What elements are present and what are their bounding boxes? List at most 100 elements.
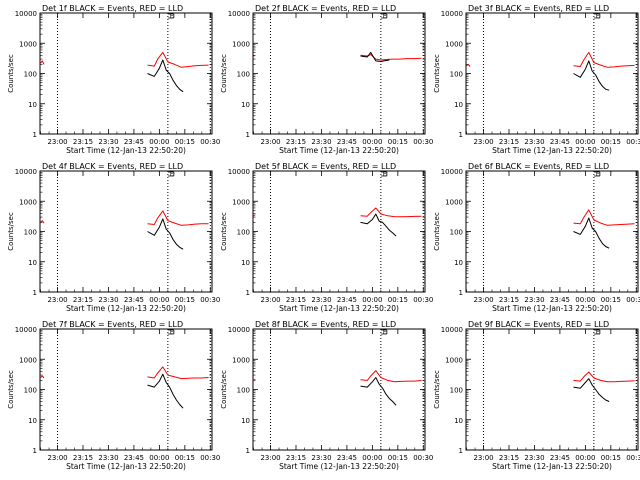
y-axis-label: Counts/sec [433, 54, 441, 93]
events-series-line [360, 377, 397, 406]
lld-series-line [147, 51, 209, 68]
marker-bracket [167, 13, 175, 19]
marker-bracket [167, 171, 175, 177]
x-tick-label: 00:30 [413, 296, 433, 304]
y-tick-label: 1000 [19, 40, 37, 48]
y-tick-label: 1 [33, 447, 37, 455]
y-tick-label: 10000 [15, 326, 37, 334]
y-axis-label: Counts/sec [220, 370, 228, 409]
x-tick-label: 23:45 [124, 454, 144, 462]
plot-frame [252, 328, 426, 451]
x-tick-label: 23:00 [47, 454, 67, 462]
lld-series-line [466, 63, 471, 67]
events-series-line [147, 218, 184, 250]
x-tick-label: 00:00 [575, 296, 595, 304]
marker-bracket [167, 329, 175, 335]
y-tick-label: 100 [450, 229, 463, 237]
plot-frame [39, 328, 213, 451]
x-tick-label: 23:45 [550, 138, 570, 146]
x-tick-label: 23:15 [499, 296, 519, 304]
x-tick-label: 00:30 [200, 138, 220, 146]
lld-series-line [253, 54, 256, 57]
x-axis-label: Start Time (12-Jan-13 22:50:20) [66, 146, 186, 155]
events-series-line [573, 60, 610, 91]
marker-bracket [380, 171, 388, 177]
x-tick-label: 00:15 [388, 296, 408, 304]
x-tick-label: 23:30 [98, 138, 118, 146]
y-axis-label: Counts/sec [220, 212, 228, 251]
x-tick-label: 00:00 [149, 454, 169, 462]
x-tick-label: 00:30 [626, 138, 640, 146]
panel-title: Det 7f BLACK = Events, RED = LLD [42, 320, 183, 329]
y-tick-label: 1 [33, 289, 37, 297]
x-tick-label: 00:15 [175, 138, 195, 146]
marker-bracket [593, 171, 601, 177]
x-tick-label: 23:45 [550, 296, 570, 304]
x-tick-label: 00:30 [200, 296, 220, 304]
x-tick-label: 23:30 [524, 138, 544, 146]
y-tick-label: 100 [24, 387, 37, 395]
y-tick-label: 1 [33, 131, 37, 139]
x-tick-label: 23:00 [260, 454, 280, 462]
x-axis-label: Start Time (12-Jan-13 22:50:20) [279, 146, 399, 155]
y-tick-label: 1000 [232, 356, 250, 364]
y-tick-label: 100 [237, 71, 250, 79]
x-tick-label: 23:15 [73, 454, 93, 462]
events-series-line [360, 51, 390, 62]
x-tick-label: 23:00 [473, 296, 493, 304]
lld-series-line [253, 214, 256, 217]
y-tick-label: 10 [28, 101, 37, 109]
plot-frame [39, 170, 213, 293]
x-axis-label: Start Time (12-Jan-13 22:50:20) [66, 462, 186, 471]
x-tick-label: 23:00 [260, 296, 280, 304]
x-tick-label: 23:15 [499, 454, 519, 462]
x-tick-label: 23:15 [286, 296, 306, 304]
x-tick-label: 23:30 [311, 454, 331, 462]
marker-label: E [383, 329, 387, 336]
x-tick-label: 23:30 [524, 296, 544, 304]
marker-bracket [380, 329, 388, 335]
panel-title: Det 5f BLACK = Events, RED = LLD [255, 162, 396, 171]
y-tick-label: 1 [246, 131, 250, 139]
y-axis-label: Counts/sec [7, 54, 15, 93]
y-tick-label: 1000 [445, 198, 463, 206]
y-tick-label: 100 [24, 229, 37, 237]
y-tick-label: 10000 [441, 168, 463, 176]
marker-label: E [596, 13, 600, 20]
y-tick-label: 1000 [232, 40, 250, 48]
x-axis-label: Start Time (12-Jan-13 22:50:20) [492, 146, 612, 155]
lld-series-line [573, 371, 635, 383]
x-tick-label: 23:15 [499, 138, 519, 146]
x-tick-label: 23:00 [260, 138, 280, 146]
x-axis-label: Start Time (12-Jan-13 22:50:20) [279, 462, 399, 471]
y-axis-label: Counts/sec [7, 212, 15, 251]
lld-series-line [360, 370, 422, 383]
y-axis-label: Counts/sec [433, 212, 441, 251]
x-tick-label: 00:15 [601, 296, 621, 304]
x-tick-label: 23:00 [47, 296, 67, 304]
x-tick-label: 23:15 [286, 454, 306, 462]
lld-series-line [573, 51, 635, 68]
y-tick-label: 10000 [15, 168, 37, 176]
y-tick-label: 10000 [15, 10, 37, 18]
x-tick-label: 00:30 [626, 296, 640, 304]
y-tick-label: 100 [450, 387, 463, 395]
x-tick-label: 23:15 [73, 138, 93, 146]
y-tick-label: 10000 [228, 168, 250, 176]
marker-label: E [170, 171, 174, 178]
x-tick-label: 23:45 [124, 296, 144, 304]
x-axis-label: Start Time (12-Jan-13 22:50:20) [492, 304, 612, 313]
x-tick-label: 00:15 [601, 138, 621, 146]
y-tick-label: 10000 [441, 326, 463, 334]
panel-title: Det 4f BLACK = Events, RED = LLD [42, 162, 183, 171]
x-tick-label: 00:00 [362, 296, 382, 304]
x-tick-label: 00:00 [575, 138, 595, 146]
x-tick-label: 23:30 [98, 454, 118, 462]
